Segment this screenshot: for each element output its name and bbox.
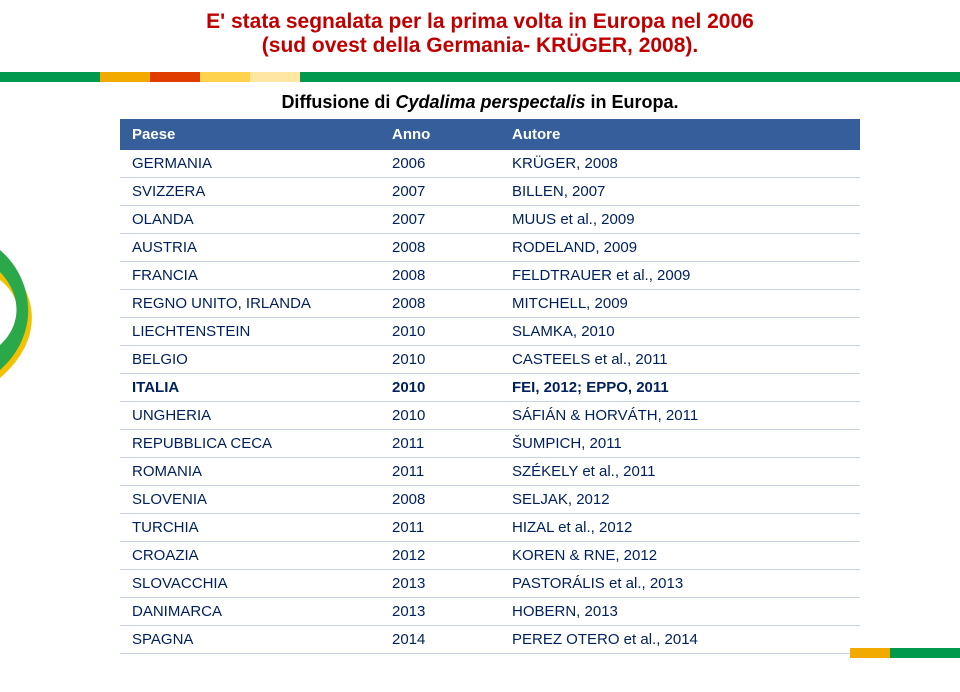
cell-anno: 2010 <box>380 402 500 430</box>
cell-anno: 2006 <box>380 150 500 178</box>
cell-paese: UNGHERIA <box>120 402 380 430</box>
cell-anno: 2011 <box>380 458 500 486</box>
table-row: ROMANIA2011SZÉKELY et al., 2011 <box>120 458 860 486</box>
subtitle-italic: Cydalima perspectalis <box>395 92 585 112</box>
cell-anno: 2008 <box>380 234 500 262</box>
footer-segment <box>850 648 890 658</box>
accent-bar <box>0 72 960 82</box>
title-line-1: E' stata segnalata per la prima volta in… <box>0 10 960 34</box>
cell-autore: BILLEN, 2007 <box>500 178 860 206</box>
table-row: ITALIA2010FEI, 2012; EPPO, 2011 <box>120 374 860 402</box>
cell-paese: DANIMARCA <box>120 598 380 626</box>
title-line-2: (sud ovest della Germania- KRÜGER, 2008)… <box>0 34 960 58</box>
cell-autore: MITCHELL, 2009 <box>500 290 860 318</box>
accent-segment <box>100 72 150 82</box>
cell-anno: 2013 <box>380 570 500 598</box>
table-row: OLANDA2007MUUS et al., 2009 <box>120 206 860 234</box>
cell-autore: KOREN & RNE, 2012 <box>500 542 860 570</box>
footer-accent-bar <box>850 648 960 658</box>
cell-anno: 2011 <box>380 430 500 458</box>
table-row: SLOVACCHIA2013PASTORÁLIS et al., 2013 <box>120 570 860 598</box>
slide-title: E' stata segnalata per la prima volta in… <box>0 0 960 58</box>
cell-autore: HIZAL et al., 2012 <box>500 514 860 542</box>
cell-anno: 2008 <box>380 290 500 318</box>
cell-autore: SZÉKELY et al., 2011 <box>500 458 860 486</box>
cell-anno: 2013 <box>380 598 500 626</box>
table-row: TURCHIA2011HIZAL et al., 2012 <box>120 514 860 542</box>
slide-subtitle: Diffusione di Cydalima perspectalis in E… <box>0 92 960 113</box>
cell-paese: OLANDA <box>120 206 380 234</box>
cell-autore: HOBERN, 2013 <box>500 598 860 626</box>
side-decoration <box>0 250 60 380</box>
cell-autore: PASTORÁLIS et al., 2013 <box>500 570 860 598</box>
cell-autore: PEREZ OTERO et al., 2014 <box>500 626 860 654</box>
cell-paese: GERMANIA <box>120 150 380 178</box>
table-row: REGNO UNITO, IRLANDA2008MITCHELL, 2009 <box>120 290 860 318</box>
table-row: FRANCIA2008FELDTRAUER et al., 2009 <box>120 262 860 290</box>
accent-segment <box>150 72 200 82</box>
table-row: SLOVENIA2008SELJAK, 2012 <box>120 486 860 514</box>
cell-paese: REPUBBLICA CECA <box>120 430 380 458</box>
col-header-anno: Anno <box>380 119 500 150</box>
subtitle-prefix: Diffusione di <box>281 92 395 112</box>
cell-paese: SLOVENIA <box>120 486 380 514</box>
cell-autore: FELDTRAUER et al., 2009 <box>500 262 860 290</box>
cell-paese: TURCHIA <box>120 514 380 542</box>
cell-autore: ŠUMPICH, 2011 <box>500 430 860 458</box>
table-row: CROAZIA2012KOREN & RNE, 2012 <box>120 542 860 570</box>
cell-paese: AUSTRIA <box>120 234 380 262</box>
table-row: REPUBBLICA CECA2011ŠUMPICH, 2011 <box>120 430 860 458</box>
cell-autore: CASTEELS et al., 2011 <box>500 346 860 374</box>
cell-autore: KRÜGER, 2008 <box>500 150 860 178</box>
cell-anno: 2008 <box>380 486 500 514</box>
col-header-autore: Autore <box>500 119 860 150</box>
cell-paese: LIECHTENSTEIN <box>120 318 380 346</box>
col-header-paese: Paese <box>120 119 380 150</box>
cell-anno: 2007 <box>380 206 500 234</box>
cell-anno: 2008 <box>380 262 500 290</box>
cell-paese: SPAGNA <box>120 626 380 654</box>
table-row: GERMANIA2006KRÜGER, 2008 <box>120 150 860 178</box>
cell-anno: 2010 <box>380 374 500 402</box>
table-header-row: Paese Anno Autore <box>120 119 860 150</box>
cell-anno: 2010 <box>380 346 500 374</box>
table-row: AUSTRIA2008RODELAND, 2009 <box>120 234 860 262</box>
cell-autore: FEI, 2012; EPPO, 2011 <box>500 374 860 402</box>
cell-paese: CROAZIA <box>120 542 380 570</box>
cell-autore: SLAMKA, 2010 <box>500 318 860 346</box>
diffusion-table: Paese Anno Autore GERMANIA2006KRÜGER, 20… <box>120 119 860 654</box>
cell-paese: SLOVACCHIA <box>120 570 380 598</box>
cell-autore: SÁFIÁN & HORVÁTH, 2011 <box>500 402 860 430</box>
cell-anno: 2007 <box>380 178 500 206</box>
cell-paese: SVIZZERA <box>120 178 380 206</box>
cell-paese: REGNO UNITO, IRLANDA <box>120 290 380 318</box>
cell-paese: FRANCIA <box>120 262 380 290</box>
cell-paese: ITALIA <box>120 374 380 402</box>
table-row: UNGHERIA2010SÁFIÁN & HORVÁTH, 2011 <box>120 402 860 430</box>
cell-anno: 2014 <box>380 626 500 654</box>
table-row: SVIZZERA2007BILLEN, 2007 <box>120 178 860 206</box>
table-row: SPAGNA2014PEREZ OTERO et al., 2014 <box>120 626 860 654</box>
cell-autore: MUUS et al., 2009 <box>500 206 860 234</box>
cell-autore: RODELAND, 2009 <box>500 234 860 262</box>
accent-segment <box>200 72 250 82</box>
cell-anno: 2011 <box>380 514 500 542</box>
cell-anno: 2010 <box>380 318 500 346</box>
cell-anno: 2012 <box>380 542 500 570</box>
cell-autore: SELJAK, 2012 <box>500 486 860 514</box>
table-row: BELGIO2010CASTEELS et al., 2011 <box>120 346 860 374</box>
accent-segment <box>250 72 300 82</box>
footer-segment <box>890 648 960 658</box>
cell-paese: BELGIO <box>120 346 380 374</box>
cell-paese: ROMANIA <box>120 458 380 486</box>
table-row: LIECHTENSTEIN2010SLAMKA, 2010 <box>120 318 860 346</box>
table-row: DANIMARCA2013HOBERN, 2013 <box>120 598 860 626</box>
subtitle-suffix: in Europa. <box>586 92 679 112</box>
